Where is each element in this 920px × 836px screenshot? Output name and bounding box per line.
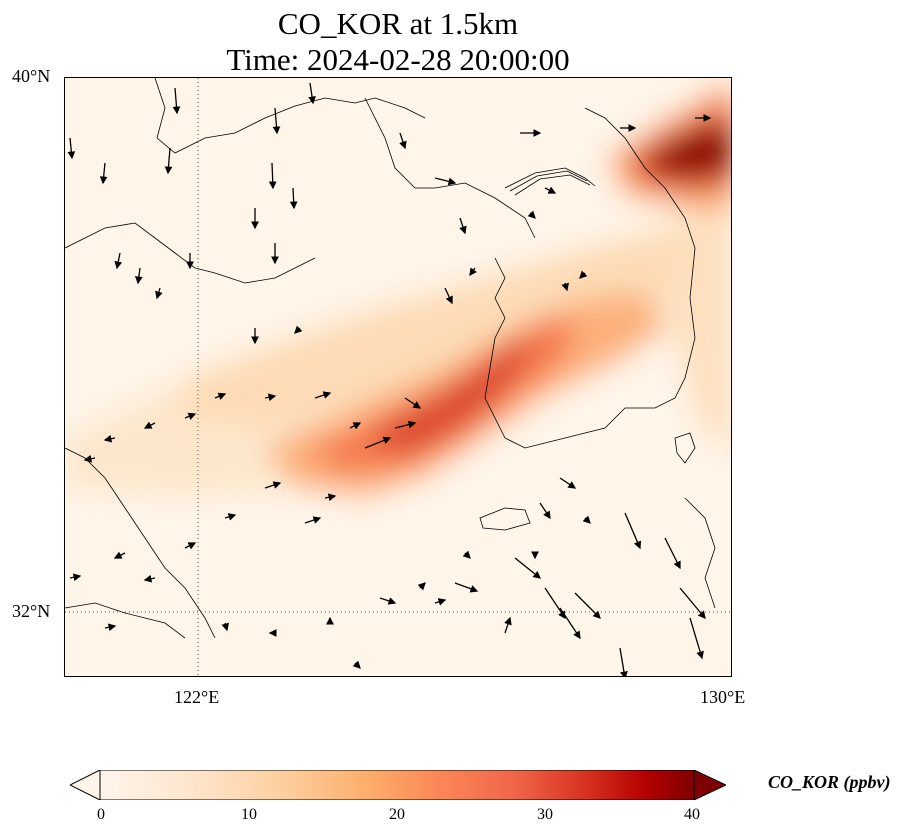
wind-arrow bbox=[404, 397, 422, 409]
wind-arrow bbox=[379, 597, 397, 605]
map-time-subtitle: Time: 2024-02-28 20:00:00 bbox=[226, 42, 570, 77]
wind-arrow bbox=[264, 393, 277, 402]
coastlines bbox=[65, 78, 716, 639]
colorbar-extend-max bbox=[693, 770, 726, 800]
wind-arrow bbox=[69, 573, 82, 582]
wind-arrow bbox=[364, 436, 392, 449]
wind-arrow bbox=[134, 267, 143, 285]
lat-label-32n: 32°N bbox=[12, 601, 51, 621]
map-canvas bbox=[65, 78, 731, 676]
wind-arrow bbox=[399, 132, 407, 150]
wind-arrow bbox=[214, 392, 227, 401]
lon-label-122e: 122°E bbox=[174, 687, 220, 707]
wind-arrow bbox=[99, 162, 108, 185]
wind-arrow bbox=[103, 434, 116, 443]
map-title: CO_KOR at 1.5km bbox=[277, 6, 519, 41]
wind-arrow bbox=[113, 551, 126, 559]
wind-arrow bbox=[114, 252, 123, 270]
colorbar-tick-20: 20 bbox=[389, 806, 405, 823]
wind-arrow bbox=[444, 287, 453, 305]
wind-arrow bbox=[184, 542, 197, 550]
colorbar-tick-10: 10 bbox=[241, 806, 257, 823]
colorbar-extend-min bbox=[70, 770, 101, 800]
lon-label-130e: 130°E bbox=[700, 687, 746, 707]
concentration-field bbox=[65, 78, 731, 676]
lat-label-40n: 40°N bbox=[12, 66, 51, 86]
wind-arrow bbox=[172, 87, 181, 115]
wind-arrow bbox=[559, 477, 577, 489]
colorbar-label: CO_KOR (ppbv) bbox=[768, 772, 891, 792]
wind-arrow bbox=[689, 617, 704, 660]
colorbar-tick-30: 30 bbox=[537, 806, 553, 823]
colorbar-gradient bbox=[99, 770, 695, 800]
wind-arrow bbox=[83, 454, 96, 463]
wind-arrow bbox=[454, 582, 479, 593]
wind-arrow bbox=[272, 107, 281, 135]
wind-arrow bbox=[539, 502, 551, 520]
wind-arrow bbox=[143, 574, 156, 583]
wind-arrow bbox=[462, 550, 471, 559]
wind-arrow bbox=[268, 162, 277, 190]
wind-arrow bbox=[324, 493, 337, 502]
wind-arrow bbox=[504, 616, 512, 634]
wind-arrow bbox=[264, 481, 282, 489]
wind-arrow bbox=[155, 287, 163, 300]
wind-arrow bbox=[561, 282, 569, 292]
wind-arrow bbox=[459, 217, 467, 235]
wind-arrow bbox=[184, 412, 197, 421]
colorbar bbox=[70, 770, 726, 800]
wind-arrow bbox=[559, 607, 581, 640]
wind-arrow bbox=[224, 513, 237, 521]
wind-arrow bbox=[294, 325, 303, 334]
wind-arrow bbox=[619, 647, 628, 676]
wind-arrow bbox=[394, 420, 417, 429]
wind-arrow bbox=[579, 270, 588, 279]
wind-arrow bbox=[352, 660, 361, 669]
wind-arrow bbox=[304, 516, 322, 524]
wind-arrow bbox=[143, 421, 156, 429]
wind-arrow bbox=[417, 582, 426, 591]
wind-arrow bbox=[664, 537, 681, 570]
wind-arrow bbox=[469, 267, 477, 277]
wind-arrow bbox=[314, 391, 332, 399]
wind-arrow bbox=[624, 512, 642, 550]
colorbar-tick-40: 40 bbox=[684, 806, 700, 823]
wind-vectors bbox=[67, 82, 712, 676]
wind-arrow bbox=[221, 622, 229, 632]
wind-arrow bbox=[104, 623, 117, 632]
wind-arrow bbox=[544, 186, 557, 194]
wind-arrow bbox=[308, 82, 316, 105]
wind-arrow bbox=[164, 147, 173, 175]
wind-arrow bbox=[434, 177, 457, 186]
wind-arrow bbox=[67, 137, 76, 160]
wind-arrow bbox=[582, 515, 591, 524]
wind-arrow bbox=[434, 598, 447, 606]
wind-arrow bbox=[527, 210, 536, 219]
map-panel bbox=[64, 77, 732, 677]
colorbar-tick-0: 0 bbox=[97, 806, 105, 823]
gridlines bbox=[65, 78, 731, 676]
wind-arrow bbox=[574, 592, 601, 619]
wind-arrow bbox=[679, 587, 706, 619]
wind-arrow bbox=[544, 587, 566, 620]
wind-arrow bbox=[289, 187, 298, 210]
wind-arrow bbox=[349, 422, 362, 430]
wind-arrow bbox=[514, 557, 542, 579]
